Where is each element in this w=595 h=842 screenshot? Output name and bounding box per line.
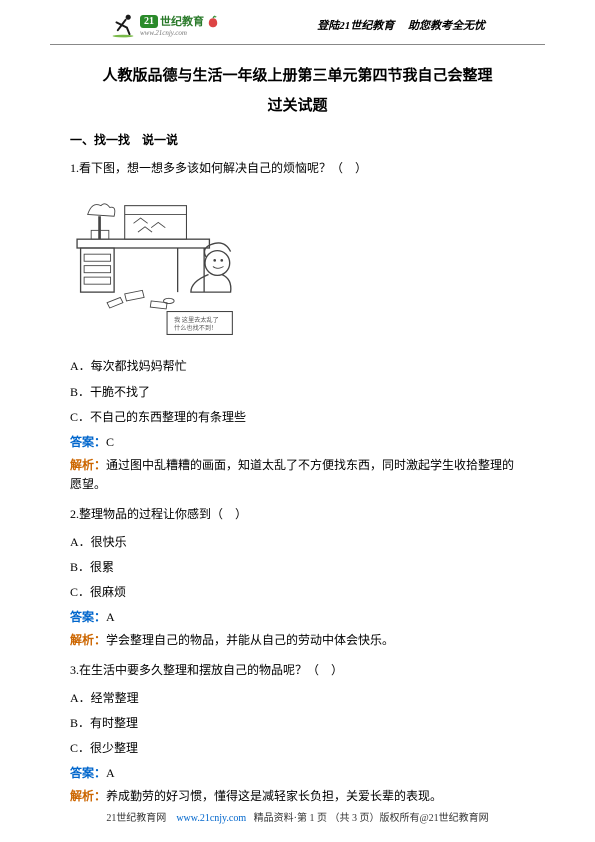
page-header: 21 世纪教育 www.21cnjy.com 登陆21世纪教育 助您教考全无忧: [50, 0, 545, 45]
q1-optA: A．每次都找妈妈帮忙: [70, 357, 525, 376]
q1-explain: 解析：通过图中乱糟糟的画面，知道太乱了不方便找东西，同时激起学生收拾整理的愿望。: [70, 456, 525, 494]
q3-optA: A．经常整理: [70, 689, 525, 708]
logo-badge: 21: [140, 15, 158, 28]
logo-brand: 世纪教育: [160, 13, 204, 29]
answer-label: 答案：: [70, 610, 106, 624]
logo-url: www.21cnjy.com: [140, 29, 220, 37]
apple-icon: [206, 14, 220, 28]
logo-text: 21 世纪教育 www.21cnjy.com: [140, 13, 220, 37]
answer-label: 答案：: [70, 435, 106, 449]
explain-value: 通过图中乱糟糟的画面，知道太乱了不方便找东西，同时激起学生收拾整理的愿望。: [70, 458, 514, 491]
answer-value: A: [106, 766, 115, 780]
doc-title-line1: 人教版品德与生活一年级上册第三单元第四节我自己会整理: [70, 63, 525, 90]
explain-value: 学会整理自己的物品，并能从自己的劳动中体会快乐。: [106, 633, 394, 647]
content: 人教版品德与生活一年级上册第三单元第四节我自己会整理 过关试题 一、找一找 说一…: [0, 45, 595, 807]
q1-answer: 答案：C: [70, 433, 525, 450]
footer-url: www.21cnjy.com: [176, 813, 246, 824]
slogan-b: 助您教考全无忧: [408, 20, 485, 32]
q2-optA: A．很快乐: [70, 533, 525, 552]
q1-optB: B．干脆不找了: [70, 383, 525, 402]
footer-brand: 21世纪教育网: [106, 813, 166, 824]
runner-icon: [110, 12, 136, 38]
page-footer: 21世纪教育网 www.21cnjy.com 精品资料·第 1 页 （共 3 页…: [0, 809, 595, 824]
footer-pageinfo: 精品资料·第 1 页 （共 3 页）版权所有@21世纪教育网: [254, 813, 489, 824]
messy-desk-illustration: 我 这里去太乱了 什么也找不到！: [70, 188, 250, 338]
explain-label: 解析：: [70, 633, 106, 647]
q2-optC: C．很麻烦: [70, 583, 525, 602]
q2-explain: 解析：学会整理自己的物品，并能从自己的劳动中体会快乐。: [70, 631, 525, 650]
q2-answer: 答案：A: [70, 608, 525, 625]
explain-value: 养成勤劳的好习惯，懂得这是减轻家长负担，关爱长辈的表现。: [106, 789, 442, 803]
answer-value: C: [106, 435, 114, 449]
q3-answer: 答案：A: [70, 764, 525, 781]
q3-explain: 解析：养成勤劳的好习惯，懂得这是减轻家长负担，关爱长辈的表现。: [70, 787, 525, 806]
answer-label: 答案：: [70, 766, 106, 780]
slogan-a: 登陆21世纪教育: [317, 20, 394, 32]
doc-title-line2: 过关试题: [70, 94, 525, 115]
answer-value: A: [106, 610, 115, 624]
q1-optC: C．不自己的东西整理的有条理些: [70, 408, 525, 427]
svg-text:什么也找不到！: 什么也找不到！: [174, 324, 217, 332]
q2-stem: 2.整理物品的过程让你感到（ ）: [70, 504, 525, 524]
header-slogan: 登陆21世纪教育 助您教考全无忧: [317, 17, 485, 33]
section-heading: 一、找一找 说一说: [70, 131, 525, 148]
explain-label: 解析：: [70, 789, 106, 803]
q3-optC: C．很少整理: [70, 739, 525, 758]
logo: 21 世纪教育 www.21cnjy.com: [110, 12, 220, 38]
q1-stem: 1.看下图，想一想多多该如何解决自己的烦恼呢？（ ）: [70, 158, 525, 178]
q3-optB: B．有时整理: [70, 714, 525, 733]
q3-stem: 3.在生活中要多久整理和摆放自己的物品呢？（ ）: [70, 660, 525, 680]
explain-label: 解析：: [70, 458, 106, 472]
q2-optB: B．很累: [70, 558, 525, 577]
svg-text:我 这里去太乱了: 我 这里去太乱了: [174, 317, 219, 325]
